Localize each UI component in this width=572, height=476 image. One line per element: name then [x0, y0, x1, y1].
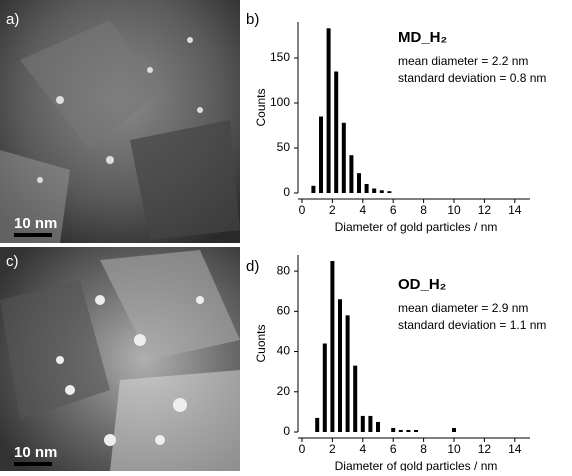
y-tick-label: 80	[277, 263, 291, 277]
annotation: standard deviation = 1.1 nm	[398, 318, 546, 332]
panel-label: b)	[246, 11, 259, 28]
x-tick-label: 10	[447, 203, 461, 217]
annotation: mean diameter = 2.9 nm	[398, 301, 528, 315]
bar	[327, 28, 331, 193]
y-tick-label: 100	[270, 95, 290, 109]
x-axis-label: Diameter of gold particles / nm	[335, 459, 498, 471]
chart-title: OD_H₂	[398, 276, 446, 293]
bar	[349, 155, 353, 193]
x-tick-label: 2	[329, 203, 336, 217]
y-tick-label: 60	[277, 303, 291, 317]
bar	[323, 344, 327, 433]
x-axis-label: Diameter of gold particles / nm	[335, 220, 498, 234]
y-tick-label: 0	[283, 424, 290, 438]
x-tick-label: 14	[508, 203, 522, 217]
bar	[376, 422, 380, 432]
y-tick-label: 150	[270, 50, 290, 64]
y-tick-label: 50	[277, 140, 291, 154]
bar	[315, 418, 319, 432]
bar	[399, 430, 403, 432]
bar	[414, 430, 418, 432]
chart-title: MD_H₂	[398, 29, 447, 46]
bar	[380, 190, 384, 193]
y-axis-label: Cuonts	[254, 324, 268, 362]
y-tick-label: 20	[277, 384, 291, 398]
bar	[346, 315, 350, 432]
x-tick-label: 4	[359, 442, 366, 456]
y-tick-label: 0	[283, 185, 290, 199]
x-tick-label: 14	[508, 442, 522, 456]
x-tick-label: 12	[478, 203, 492, 217]
bar	[368, 416, 372, 432]
bar	[357, 173, 361, 193]
x-tick-label: 8	[420, 442, 427, 456]
bar	[387, 191, 391, 193]
micrograph-a	[0, 0, 240, 243]
x-tick-label: 10	[447, 442, 461, 456]
x-tick-label: 6	[390, 442, 397, 456]
bar	[342, 123, 346, 193]
panel-label: a)	[6, 11, 19, 28]
y-tick-label: 40	[277, 344, 291, 358]
bar	[330, 261, 334, 432]
x-tick-label: 0	[299, 442, 306, 456]
x-tick-label: 8	[420, 203, 427, 217]
panel-label: d)	[246, 258, 259, 275]
x-tick-label: 0	[299, 203, 306, 217]
micrograph-c	[0, 247, 240, 471]
x-tick-label: 6	[390, 203, 397, 217]
bar	[311, 186, 315, 193]
x-tick-label: 2	[329, 442, 336, 456]
y-axis-label: Counts	[254, 88, 268, 126]
bar	[334, 72, 338, 194]
scale-bar-label: 10 nm	[14, 215, 57, 232]
annotation: standard deviation = 0.8 nm	[398, 71, 546, 85]
bar	[353, 366, 357, 432]
x-tick-label: 4	[359, 203, 366, 217]
panel-label: c)	[6, 253, 19, 270]
figure: a) 10 nm c) 10 nm b) MD_H₂mean diameter =…	[0, 0, 572, 471]
bar	[452, 428, 456, 432]
bar	[372, 189, 376, 194]
bar	[391, 428, 395, 432]
annotation: mean diameter = 2.2 nm	[398, 54, 528, 68]
bar	[319, 117, 323, 194]
x-tick-label: 12	[478, 442, 492, 456]
bar	[338, 299, 342, 432]
bar	[365, 184, 369, 193]
bar	[361, 416, 365, 432]
bar	[406, 430, 410, 432]
scale-bar-label: 10 nm	[14, 444, 57, 461]
